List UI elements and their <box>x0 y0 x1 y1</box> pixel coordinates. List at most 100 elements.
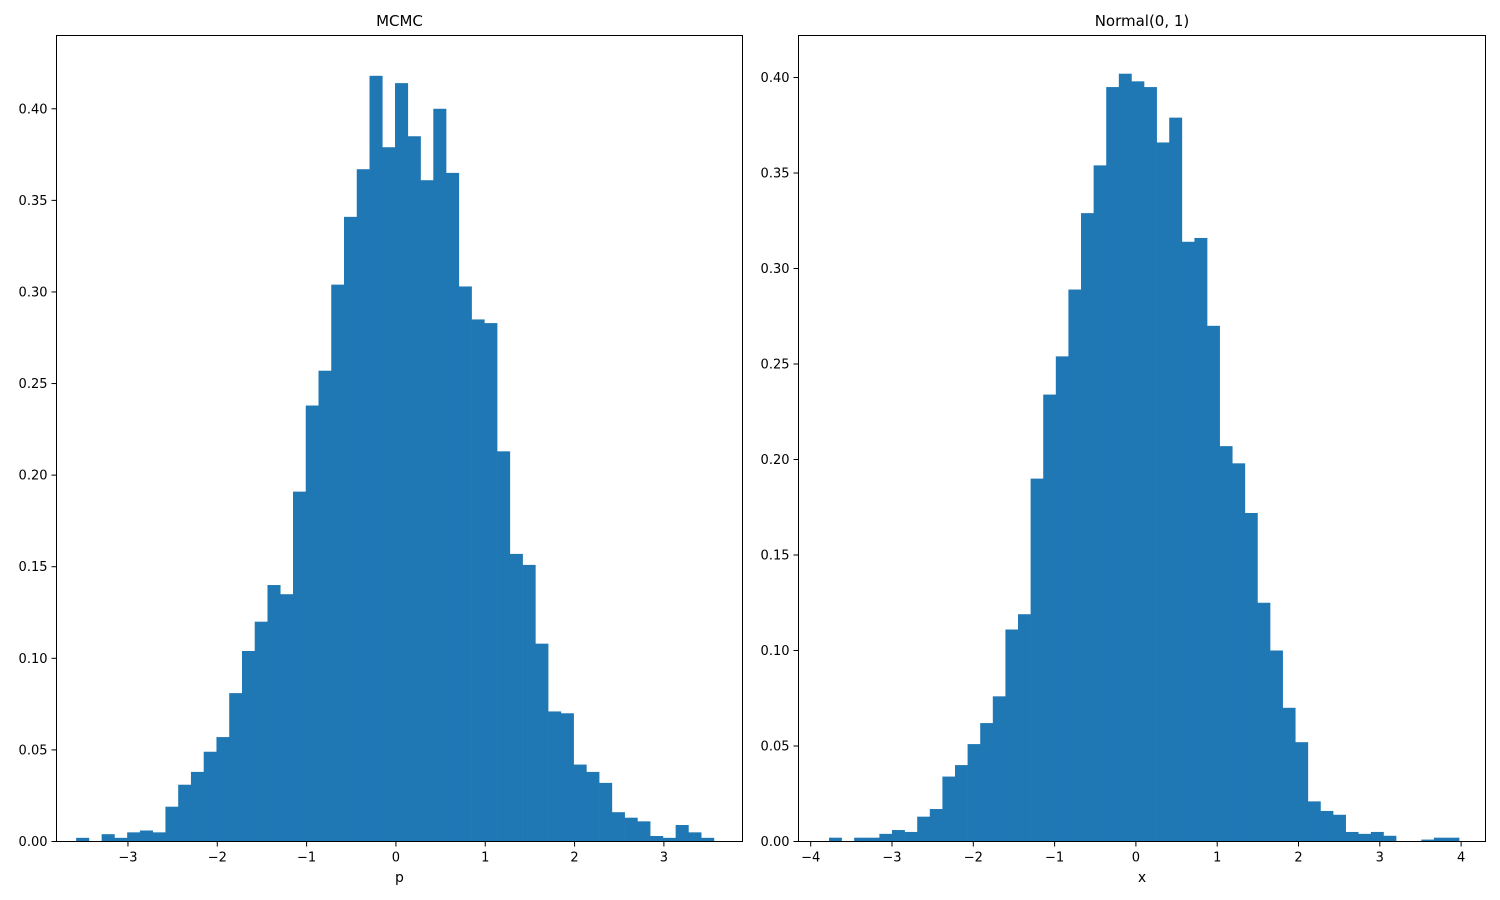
left-axes-frame <box>56 35 743 842</box>
left-chart-title: MCMC <box>376 12 423 30</box>
left-histogram-bar <box>446 172 460 842</box>
left-histogram-bar <box>675 825 689 842</box>
right-histogram-bars <box>828 73 1460 842</box>
right-x-tick-label: −3 <box>882 851 901 866</box>
left-histogram-bar <box>369 75 383 842</box>
right-histogram-bar <box>1169 117 1183 842</box>
left-histogram-bars <box>76 75 715 842</box>
right-y-tick-label: 0.35 <box>761 167 790 182</box>
left-histogram-bar <box>407 136 421 842</box>
right-x-tick-label: −4 <box>801 851 820 866</box>
right-histogram-bar <box>1257 602 1271 842</box>
right-histogram-bar <box>1383 835 1397 842</box>
right-axes-frame <box>798 35 1486 842</box>
right-histogram-bar <box>879 833 893 842</box>
right-histogram-bar <box>1131 81 1145 842</box>
right-x-tick-label: 2 <box>1294 851 1302 866</box>
left-histogram-bar <box>624 817 638 842</box>
right-histogram-bar <box>1194 237 1208 842</box>
left-histogram-bar <box>305 405 319 842</box>
left-histogram-bar <box>101 834 115 842</box>
right-histogram-bar <box>1118 73 1132 842</box>
right-x-tick-label: 1 <box>1213 851 1221 866</box>
right-histogram-bar <box>929 809 943 842</box>
right-histogram-bar <box>1358 833 1372 842</box>
right-x-tick-label: 4 <box>1457 851 1465 866</box>
right-histogram-bar <box>1005 629 1019 842</box>
right-histogram-bar <box>1093 165 1107 842</box>
right-histogram-bar <box>955 765 968 842</box>
right-y-tick-label: 0.00 <box>761 835 790 850</box>
left-histogram-bar <box>433 108 447 842</box>
left-histogram-bar <box>178 784 192 842</box>
left-histogram-bar <box>216 737 230 842</box>
left-histogram-bar <box>292 491 307 842</box>
left-histogram-bar <box>637 821 651 842</box>
right-x-tick-label: 0 <box>1132 851 1140 866</box>
left-histogram-bar <box>497 451 511 842</box>
right-histogram-bar <box>828 837 842 842</box>
right-histogram-bar <box>1345 831 1359 842</box>
right-histogram-bar <box>1232 463 1246 842</box>
right-histogram-bar <box>1320 810 1334 842</box>
right-histogram-bar <box>1081 213 1094 842</box>
left-histogram-bar <box>331 284 345 842</box>
left-histogram-bar <box>241 650 256 842</box>
right-histogram-bar <box>1043 394 1057 842</box>
left-histogram-bar <box>229 693 243 842</box>
left-histogram-bar <box>395 83 409 842</box>
left-histogram-bar <box>688 832 702 842</box>
left-histogram-bar <box>190 771 205 842</box>
right-histogram-bar <box>1433 837 1447 842</box>
right-histogram-bar <box>904 831 918 842</box>
right-y-tick-label: 0.05 <box>761 740 790 755</box>
left-histogram-bar <box>152 832 166 842</box>
right-histogram-bar <box>1106 87 1120 842</box>
right-histogram-bar <box>967 744 981 842</box>
left-y-tick-label: 0.05 <box>19 743 48 758</box>
left-y-tick-label: 0.25 <box>19 377 48 392</box>
left-histogram-bar <box>76 837 90 842</box>
right-chart-title: Normal(0, 1) <box>1095 12 1190 30</box>
right-y-tick-label: 0.40 <box>761 71 790 86</box>
right-y-ticks: 0.00 0.05 0.10 0.15 0.20 0.25 0.30 0.35 0.40 <box>761 71 799 850</box>
left-histogram-bar <box>611 812 625 842</box>
right-histogram-bar <box>1030 478 1044 842</box>
left-histogram-bar <box>420 180 434 842</box>
right-histogram-bar <box>1181 241 1195 842</box>
left-histogram-bar <box>318 370 332 842</box>
left-x-tick-label: 0 <box>392 851 400 866</box>
right-histogram-bar <box>1370 831 1384 842</box>
left-histogram-bar <box>127 832 141 842</box>
right-x-axis-label: x <box>1138 870 1146 886</box>
left-x-tick-label: −3 <box>118 851 137 866</box>
left-histogram-bar <box>139 830 153 842</box>
left-x-tick-label: −1 <box>297 851 316 866</box>
left-histogram-bar <box>662 837 676 842</box>
left-histogram-bar <box>203 751 217 842</box>
left-y-ticks: 0.00 0.05 0.10 0.15 0.20 0.25 0.30 0.35 0.40 <box>19 102 57 850</box>
left-histogram-bar <box>344 216 358 842</box>
left-y-tick-label: 0.20 <box>19 469 48 484</box>
right-histogram-bar <box>917 816 931 842</box>
left-histogram-bar <box>522 564 536 842</box>
right-histogram-bar <box>1207 325 1220 842</box>
left-y-tick-label: 0.15 <box>19 560 48 575</box>
right-histogram-bar <box>1244 512 1258 842</box>
right-histogram-bar <box>980 723 994 842</box>
left-y-tick-label: 0.00 <box>19 835 48 850</box>
right-histogram-bar <box>1282 707 1296 842</box>
right-histogram-bar <box>891 830 905 842</box>
left-x-tick-label: 3 <box>660 851 668 866</box>
right-x-tick-label: 3 <box>1376 851 1384 866</box>
left-histogram-bar <box>382 147 396 842</box>
right-histogram-bar <box>1144 87 1157 842</box>
left-x-axis-label: p <box>395 870 404 886</box>
right-histogram-bar <box>1055 356 1069 842</box>
left-histogram-bar <box>280 594 294 842</box>
right-histogram-axes: −4 −3 −2 −1 0 1 2 3 4 0.000.050.100.150.200.250.… <box>761 12 1486 886</box>
right-y-tick-label: 0.15 <box>761 549 790 564</box>
left-histogram-bar <box>599 782 613 842</box>
left-x-tick-label: 2 <box>570 851 578 866</box>
